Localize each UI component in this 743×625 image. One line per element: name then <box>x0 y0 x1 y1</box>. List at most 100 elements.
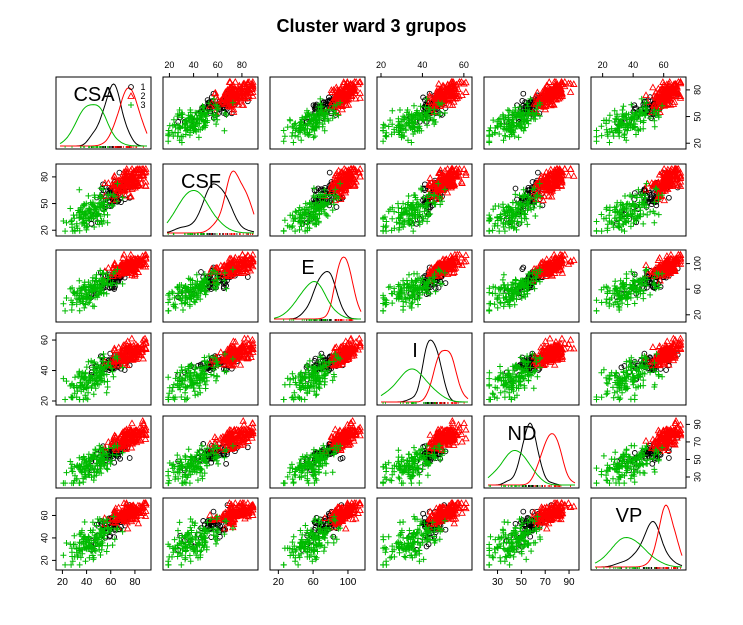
point-CSA-vs-E-s2-147 <box>350 81 358 89</box>
point-CSA-vs-E-s2-85 <box>346 80 355 88</box>
point-E-vs-I-s3-69 <box>389 300 396 307</box>
point-CSA-vs-VP-s3-16 <box>606 112 613 119</box>
point-E-vs-I-s3-34 <box>400 307 407 313</box>
point-CSA-vs-VP-s2-66 <box>642 91 650 99</box>
point-CSA-vs-E-s3-139 <box>304 111 311 118</box>
point-CSA-vs-E-s3-105 <box>311 133 318 140</box>
point-CSA-vs-E-s3-99 <box>299 121 306 128</box>
point-CSF-vs-ND-s1-28 <box>512 185 519 192</box>
point-CSA-vs-CSF-s3-84 <box>199 103 206 110</box>
point-CSA-vs-E-s3-36 <box>287 117 294 124</box>
point-CSF-vs-ND-s3-65 <box>532 213 539 219</box>
point-CSF-vs-ND-s3-112 <box>486 212 493 219</box>
point-CSA-vs-I-s3-61 <box>411 102 417 109</box>
point-CSA-vs-E-s3-61 <box>331 102 338 109</box>
point-CSA-vs-ND-s3-127 <box>515 134 522 141</box>
point-CSA-vs-E-s3-88 <box>306 129 313 136</box>
point-CSF-vs-I-s3-69 <box>389 215 396 222</box>
point-E-vs-I-s3-61 <box>411 270 417 277</box>
point-CSA-vs-CSF-s3-107 <box>202 117 209 124</box>
point-CSF-vs-VP-s3-132 <box>606 207 613 214</box>
point-CSA-vs-E-s3-71 <box>337 99 344 106</box>
point-CSA-vs-E-s3-120 <box>289 129 296 136</box>
point-CSA-vs-CSF-s2-34 <box>231 77 240 85</box>
point-CSA-vs-VP-s3-2 <box>610 133 617 140</box>
point-E-vs-CSA-s3-63 <box>76 277 83 284</box>
point-CSA-vs-CSF-s3-113 <box>197 109 204 116</box>
point-CSA-vs-CSF-s2-73 <box>225 77 234 85</box>
point-CSF-vs-VP-s3-36 <box>606 212 613 219</box>
point-CSA-vs-CSF-s3-116 <box>202 124 208 131</box>
point-CSF-vs-E-s3-46 <box>280 227 287 234</box>
point-CSA-vs-E-s3-138 <box>296 126 303 133</box>
point-CSA-vs-CSF-s2-141 <box>244 94 252 101</box>
point-E-vs-CSA-s3-36 <box>89 303 96 310</box>
point-CSA-vs-CSF-s3-111 <box>187 123 194 130</box>
point-CSF-vs-ND-s1-0 <box>535 169 541 176</box>
point-CSA-vs-E-s3-114 <box>335 112 342 119</box>
point-CSA-vs-E-s3-108 <box>319 123 326 130</box>
point-CSA-vs-E-s3-47 <box>292 120 299 127</box>
point-CSF-vs-E-s3-65 <box>324 213 331 219</box>
point-CSA-vs-E-s3-128 <box>298 125 305 132</box>
point-CSF-vs-E-s3-34 <box>281 217 288 224</box>
point-CSA-vs-CSF-s2-118 <box>229 105 238 113</box>
panel-E-E <box>269 249 366 323</box>
point-CSA-vs-E-s3-17 <box>326 106 333 113</box>
point-CSF-vs-VP-s3-138 <box>603 204 610 211</box>
point-CSA-vs-CSF-s3-138 <box>197 126 204 133</box>
point-E-vs-ND-s1-33 <box>520 264 527 271</box>
point-CSA-vs-VP-s2-49 <box>649 83 657 91</box>
point-CSA-vs-CSF-s2-145 <box>238 93 247 101</box>
point-CSA-vs-ND-s2-119 <box>533 88 542 96</box>
point-CSA-vs-E-s3-35 <box>329 115 336 122</box>
point-CSA-vs-E-s3-46 <box>280 127 287 134</box>
point-CSA-vs-E-s2-141 <box>337 94 345 101</box>
point-CSA-vs-VP-s3-46 <box>593 127 600 134</box>
point-CSA-vs-E-s3-129 <box>310 112 317 118</box>
point-CSA-vs-CSF-s3-125 <box>192 122 199 129</box>
point-CSA-vs-CSF-s2-147 <box>235 81 244 89</box>
point-CSF-vs-ND-s3-100 <box>496 228 503 235</box>
point-CSA-vs-E-s3-110 <box>299 116 306 123</box>
point-E-vs-CSA-s3-46 <box>76 307 83 314</box>
point-CSF-vs-ND-s3-38 <box>501 228 508 235</box>
point-CSF-vs-ND-s2-48 <box>564 171 573 179</box>
point-CSA-vs-I-s3-109 <box>397 107 403 113</box>
point-CSF-vs-I-s3-87 <box>405 193 412 199</box>
point-CSA-vs-CSF-s3-93 <box>213 121 220 128</box>
point-CSA-vs-E-s2-86 <box>351 94 360 102</box>
point-CSA-vs-ND-s3-112 <box>486 132 493 139</box>
point-CSA-vs-E-s3-8 <box>280 138 287 145</box>
point-CSA-vs-CSF-s3-130 <box>178 133 185 140</box>
point-CSA-vs-CSF-s1-38 <box>228 110 235 117</box>
point-CSA-vs-CSF-s3-105 <box>174 133 181 140</box>
point-CSF-vs-ND-s3-58 <box>512 191 519 198</box>
point-CSA-vs-CSF-s3-80 <box>171 121 178 128</box>
point-CSA-vs-E-s3-60 <box>284 124 291 131</box>
point-CSA-vs-E-s3-94 <box>317 95 324 102</box>
point-CSA-vs-E-s3-66 <box>298 137 305 144</box>
point-CSF-vs-E-s1-21 <box>333 204 340 210</box>
point-CSF-vs-VP-s3-130 <box>593 218 600 225</box>
diagonal-label-CSF: CSF <box>181 171 221 193</box>
point-CSA-vs-CSF-s3-91 <box>188 119 195 126</box>
point-CSA-vs-E-s3-130 <box>295 133 302 140</box>
point-CSF-vs-I-s3-20 <box>400 224 407 230</box>
point-CSA-vs-CSF-s2-143 <box>231 86 240 93</box>
point-CSA-vs-E-s3-82 <box>316 115 323 122</box>
point-CSA-vs-E-s3-106 <box>325 117 332 124</box>
point-CSF-vs-E-s3-81 <box>302 200 309 207</box>
point-CSA-vs-CSF-s2-144 <box>249 83 257 91</box>
point-CSA-vs-CSF-s3-114 <box>210 112 216 119</box>
point-CSA-vs-E-s3-127 <box>310 134 317 141</box>
point-CSA-vs-E-s2-58 <box>340 79 348 87</box>
point-CSA-vs-E-s3-123 <box>333 101 340 108</box>
density-curve-E-series-2 <box>274 256 362 320</box>
density-curve-CSF-series-3 <box>166 190 254 234</box>
point-CSA-vs-CSF-s3-134 <box>196 120 203 127</box>
point-CSA-vs-I-s3-80 <box>380 121 387 128</box>
point-CSA-vs-VP-s3-38 <box>598 132 605 139</box>
point-CSA-vs-E-s2-143 <box>343 86 351 93</box>
